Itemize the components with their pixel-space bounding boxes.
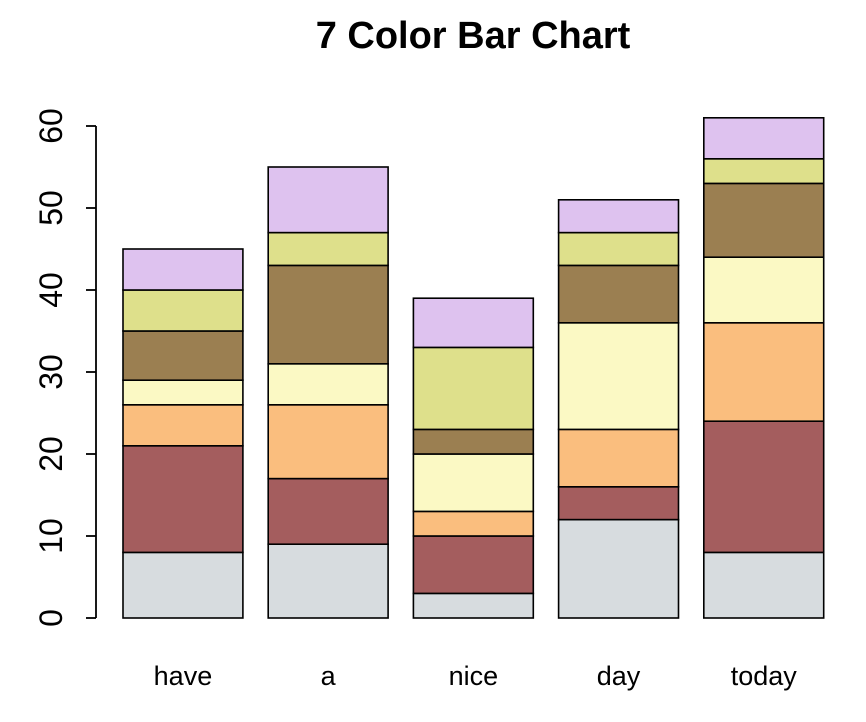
- svg-text:day: day: [597, 661, 641, 691]
- svg-text:0: 0: [33, 609, 69, 627]
- svg-text:60: 60: [33, 108, 69, 144]
- svg-text:today: today: [731, 661, 798, 691]
- svg-text:50: 50: [33, 190, 69, 226]
- svg-text:30: 30: [33, 354, 69, 390]
- svg-text:nice: nice: [449, 661, 499, 691]
- svg-text:have: have: [154, 661, 213, 691]
- svg-text:40: 40: [33, 272, 69, 308]
- svg-text:20: 20: [33, 436, 69, 472]
- svg-text:7 Color Bar Chart: 7 Color Bar Chart: [316, 15, 631, 57]
- svg-text:10: 10: [33, 518, 69, 554]
- svg-text:a: a: [321, 661, 337, 691]
